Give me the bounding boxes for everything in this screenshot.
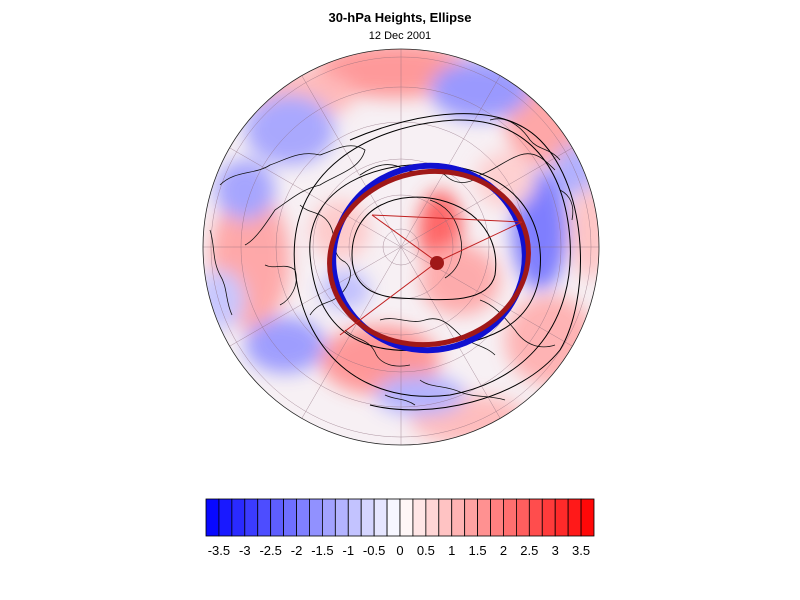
colorbar-cell [231,498,246,537]
colorbar-cell [244,498,259,537]
height-contours [293,113,581,411]
colorbar [205,498,595,537]
colorbar-cell [528,498,543,537]
colorbar-cell [490,498,504,537]
colorbar-cell [464,498,478,537]
red-ellipse [327,168,531,348]
colorbar-tick-label: -1.5 [311,543,333,558]
colorbar-cell [360,498,375,537]
colorbar-cell [399,498,414,537]
colorbar-tick-label: -2 [291,543,303,558]
colorbar-tick-label: 1.5 [469,543,487,558]
colorbar-tick-label: -0.5 [363,543,385,558]
colorbar-tick-label: 2.5 [520,543,538,558]
figure-title: 30-hPa Heights, Ellipse [328,10,472,25]
colorbar-cell [554,498,569,537]
globe-outline [202,48,600,446]
colorbar-cell [451,498,466,537]
colorbar-cell [412,498,427,537]
figure-date: 12 Dec 2001 [368,30,432,42]
colorbar-cell [438,498,453,537]
colorbar-cell [309,498,323,537]
colorbar-tick-label: -1 [342,543,354,558]
colorbar-cell [516,498,530,537]
colorbar-cell [567,498,582,537]
height-contour-outer [293,119,571,397]
colorbar-tick-label: 0 [396,543,403,558]
colorbar-cell [580,498,595,537]
colorbar-tick-label: 0.5 [417,543,435,558]
colorbar-cell [386,498,401,537]
graticule [203,49,599,445]
height-contour-inner [351,196,497,301]
height-contour-middle [309,163,541,351]
ellipse-center-marker [430,256,444,270]
colorbar-cell [270,498,284,537]
colorbar-tick-label: -3.5 [208,543,230,558]
colorbar-tick-label: 2 [500,543,507,558]
colorbar-tick-label: 1 [448,543,455,558]
ellipse-axis [339,214,523,336]
colorbar-cell [205,498,220,537]
colorbar-cell [283,498,297,537]
colorbar-cell [321,498,336,537]
colorbar-cell [425,498,440,537]
colorbar-tick-label: -3 [239,543,251,558]
colorbar-cell [334,498,349,537]
colorbar-cell [347,498,362,537]
colorbar-labels: -3.5 -3 -2.5 -2 -1.5 -1 -0.5 0 0.5 1 1.5 2 2.5 3 3.5 [208,543,590,558]
height-contour-outermost [349,113,581,411]
colorbar-cell [257,498,272,537]
colorbar-cell [477,498,491,537]
colorbar-cell [373,498,388,537]
blue-ellipse [330,162,528,354]
colorbar-cell [503,498,517,537]
colorbar-cell [541,498,556,537]
colorbar-tick-label: 3 [552,543,559,558]
anomaly-field [203,49,599,445]
colorbar-cell [218,498,233,537]
colorbar-tick-label: -2.5 [259,543,281,558]
colorbar-cell [296,498,310,537]
colorbar-tick-label: 3.5 [572,543,590,558]
